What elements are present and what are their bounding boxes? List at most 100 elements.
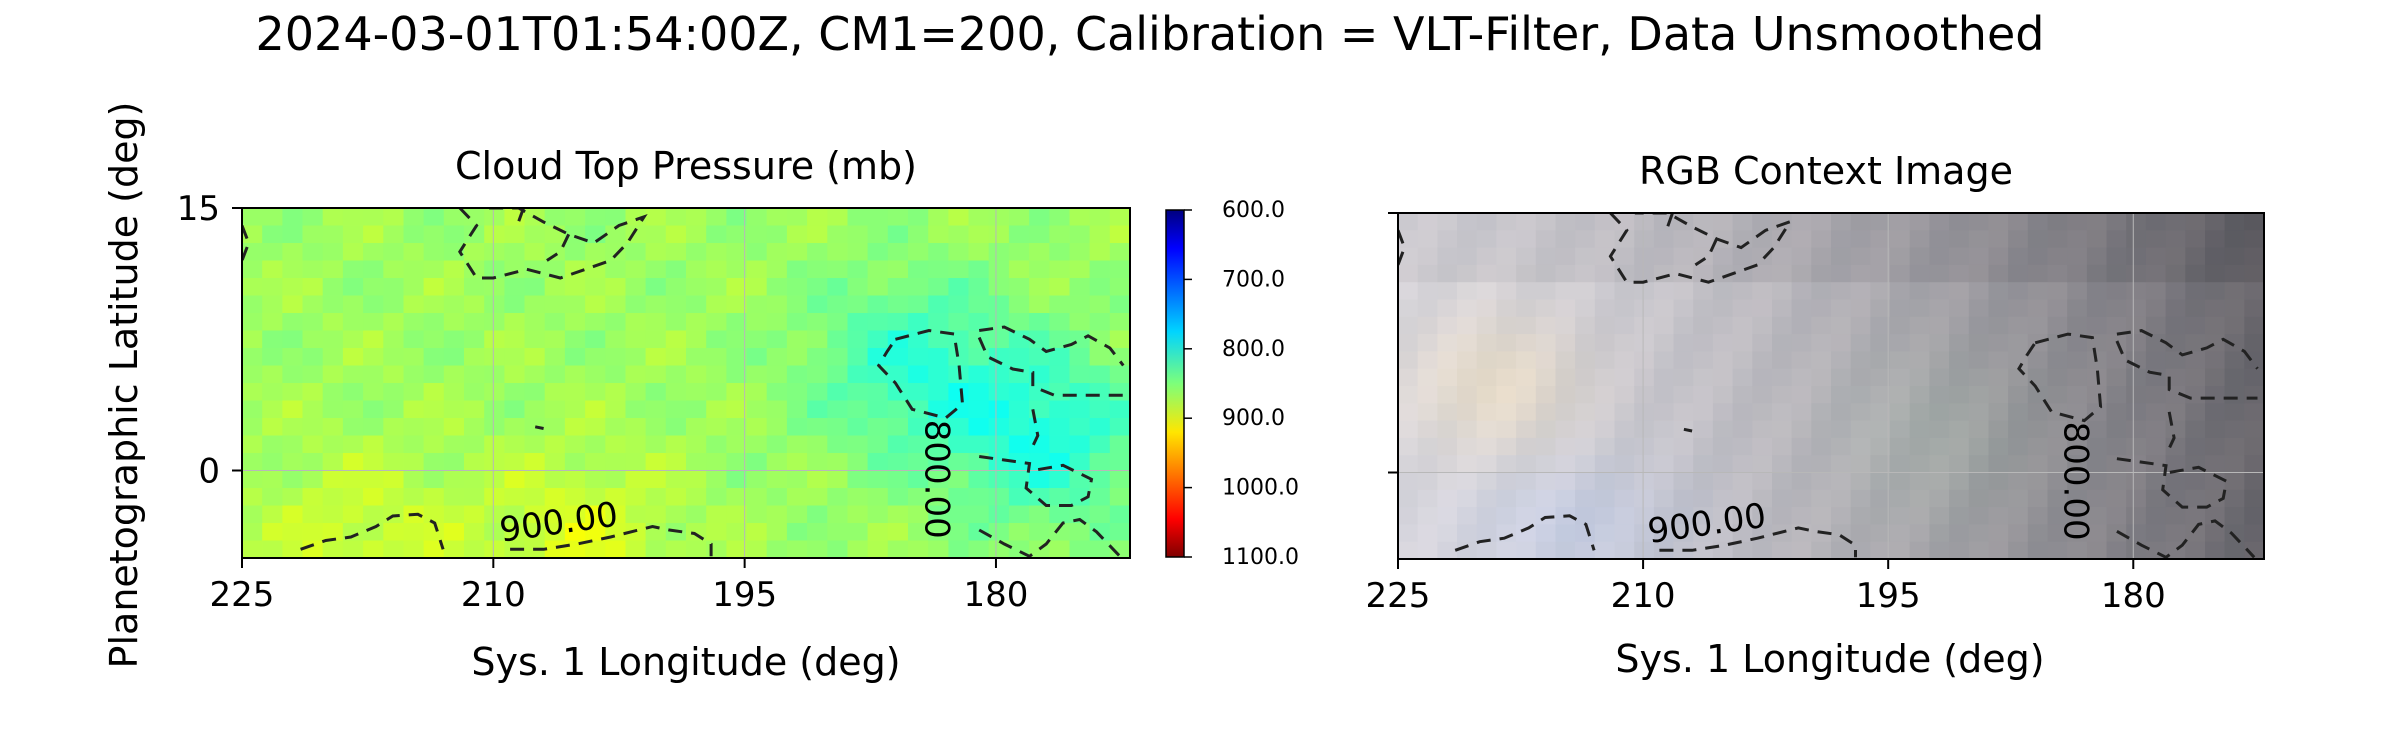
image-pixel (2165, 230, 2186, 249)
image-pixel (1653, 403, 1675, 422)
image-pixel (1437, 230, 1458, 249)
heatmap-cell (847, 225, 869, 244)
image-pixel (2106, 247, 2127, 266)
heatmap-cell (342, 313, 364, 332)
image-pixel (1535, 524, 1557, 543)
image-pixel (1949, 299, 1970, 318)
image-pixel (1693, 351, 1714, 370)
heatmap-cell (242, 470, 263, 489)
heatmap-cell (363, 505, 384, 524)
image-pixel (1732, 334, 1753, 352)
heatmap-cell (1089, 365, 1111, 384)
heatmap-cell (262, 313, 283, 332)
image-pixel (1555, 489, 1576, 508)
heatmap-cell (363, 383, 384, 402)
image-pixel (2106, 386, 2127, 404)
heatmap-cell (908, 330, 929, 349)
heatmap-cell (887, 383, 909, 402)
image-pixel (1693, 334, 1714, 352)
heatmap-cell (786, 383, 808, 402)
image-pixel (2165, 507, 2186, 525)
heatmap-cell (625, 383, 647, 402)
heatmap-cell (625, 225, 647, 244)
contour-line (517, 208, 525, 223)
heatmap-cell (585, 295, 606, 314)
image-pixel (2008, 247, 2029, 266)
heatmap-cell (443, 470, 465, 489)
heatmap-cell (726, 313, 748, 332)
heatmap-cell (988, 400, 1010, 419)
heatmap-cell (544, 278, 566, 297)
heatmap-cell (928, 470, 949, 489)
heatmap-cell (686, 225, 707, 244)
image-pixel (1653, 420, 1675, 439)
image-pixel (1673, 282, 1694, 301)
image-pixel (1811, 230, 1832, 249)
heatmap-cell (585, 313, 606, 332)
image-pixel (1476, 213, 1497, 231)
image-pixel (1712, 282, 1734, 301)
image-pixel (1890, 420, 1911, 439)
heatmap-cell (403, 260, 425, 279)
image-pixel (1831, 507, 1852, 525)
heatmap-cell (686, 505, 707, 524)
image-pixel (2008, 437, 2029, 456)
heatmap-cell (403, 348, 425, 367)
image-pixel (2224, 489, 2245, 508)
heatmap-cell (665, 348, 687, 367)
heatmap-cell (746, 505, 768, 524)
heatmap-cell (988, 278, 1010, 297)
heatmap-cell (484, 243, 505, 262)
image-pixel (2165, 247, 2186, 266)
heatmap-cell (1049, 400, 1071, 419)
image-pixel (2205, 299, 2226, 318)
heatmap-cell (1089, 225, 1111, 244)
image-pixel (1398, 437, 1419, 456)
heatmap-cell (403, 313, 425, 332)
heatmap-cell (302, 470, 324, 489)
image-pixel (1870, 420, 1891, 439)
heatmap-cell (1109, 470, 1130, 489)
heatmap-cell (1029, 243, 1050, 262)
heatmap-cell (1008, 435, 1030, 454)
heatmap-cell (262, 488, 283, 507)
contour-line (510, 524, 713, 557)
heatmap-cell (504, 400, 526, 419)
image-pixel (1575, 437, 1596, 456)
image-pixel (1909, 386, 1930, 404)
image-pixel (1752, 316, 1773, 335)
image-pixel (2145, 403, 2167, 422)
heatmap-cell (807, 295, 828, 314)
heatmap-cell (585, 365, 606, 384)
image-pixel (1417, 386, 1438, 404)
image-pixel (2106, 316, 2127, 335)
image-pixel (1437, 282, 1458, 301)
image-pixel (1555, 386, 1576, 404)
heatmap-cell (625, 505, 647, 524)
image-pixel (2244, 213, 2264, 231)
image-pixel (2244, 507, 2264, 525)
heatmap-cell (786, 208, 808, 227)
image-pixel (1476, 472, 1497, 491)
heatmap-cell (524, 295, 546, 314)
image-pixel (1535, 247, 1557, 266)
image-pixel (2165, 282, 2186, 301)
heatmap-cell (524, 470, 546, 489)
heatmap-cell (786, 540, 808, 558)
heatmap-cell (988, 225, 1010, 244)
heatmap-cell (827, 365, 849, 384)
heatmap-cell (1049, 365, 1071, 384)
image-pixel (2244, 524, 2264, 543)
image-pixel (1909, 472, 1930, 491)
heatmap-cell (948, 540, 970, 558)
heatmap-cell (524, 505, 546, 524)
heatmap-cell (1008, 418, 1030, 437)
heatmap-cell (867, 243, 889, 262)
image-pixel (1417, 489, 1438, 508)
image-pixel (1811, 507, 1832, 525)
image-pixel (2244, 386, 2264, 404)
image-pixel (1653, 230, 1675, 249)
image-pixel (1516, 264, 1537, 283)
image-pixel (2165, 264, 2186, 283)
heatmap-cell (363, 330, 384, 349)
